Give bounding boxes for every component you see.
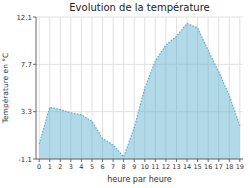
x-axis-line [36,159,243,160]
y-tick [33,159,36,160]
x-tick [176,159,177,162]
x-grid-line [113,17,114,159]
y-grid-line [36,17,243,18]
x-tick-label: 4 [79,163,83,171]
x-tick [229,159,230,162]
x-tick-label: 2 [58,163,62,171]
x-tick-label: 13 [172,163,180,171]
x-tick [113,159,114,162]
x-tick [218,159,219,162]
line [39,23,240,156]
x-tick-label: 16 [204,163,212,171]
x-tick-label: 17 [215,163,223,171]
x-tick [208,159,209,162]
x-tick-label: 14 [183,163,191,171]
x-tick-label: 18 [225,163,233,171]
x-tick-label: 11 [151,163,159,171]
x-axis-label: heure par heure [107,175,172,184]
y-axis-line [36,17,37,159]
y-tick-label: 3.3 [21,108,32,116]
y-tick [33,17,36,18]
x-tick [187,159,188,162]
y-tick [33,64,36,65]
x-tick [155,159,156,162]
x-tick-label: 10 [141,163,149,171]
x-tick-label: 19 [236,163,244,171]
y-tick-label: 7.7 [21,61,32,69]
x-tick [102,159,103,162]
y-tick [33,111,36,112]
title: Evolution de la température [69,2,209,13]
y-tick-label: 12.1 [16,14,32,22]
x-tick [134,159,135,162]
area [39,23,240,159]
grid [36,17,243,159]
y-axis-label: Température en °C [1,53,10,125]
x-tick [91,159,92,162]
plot-area [39,23,240,159]
x-tick-label: 15 [193,163,201,171]
x-tick-label: 1 [48,163,52,171]
x-tick [70,159,71,162]
x-tick [239,159,240,162]
y-grid-line [36,159,243,160]
x-tick [81,159,82,162]
x-grid-line [123,17,124,159]
x-tick [144,159,145,162]
x-tick [123,159,124,162]
x-tick-label: 6 [100,163,104,171]
axes: 012345678910111213141516171819-1.13.37.7… [16,14,244,172]
chart: 012345678910111213141516171819-1.13.37.7… [0,0,250,188]
x-tick [197,159,198,162]
x-tick [165,159,166,162]
x-tick [39,159,40,162]
x-tick-label: 8 [122,163,126,171]
y-tick-label: -1.1 [18,156,32,164]
x-grid-line [39,17,40,159]
x-tick-label: 7 [111,163,115,171]
x-tick-label: 5 [90,163,94,171]
x-tick-label: 0 [37,163,41,171]
x-tick-label: 12 [162,163,170,171]
x-tick [49,159,50,162]
x-tick-label: 9 [132,163,136,171]
x-tick-label: 3 [69,163,73,171]
x-tick [60,159,61,162]
